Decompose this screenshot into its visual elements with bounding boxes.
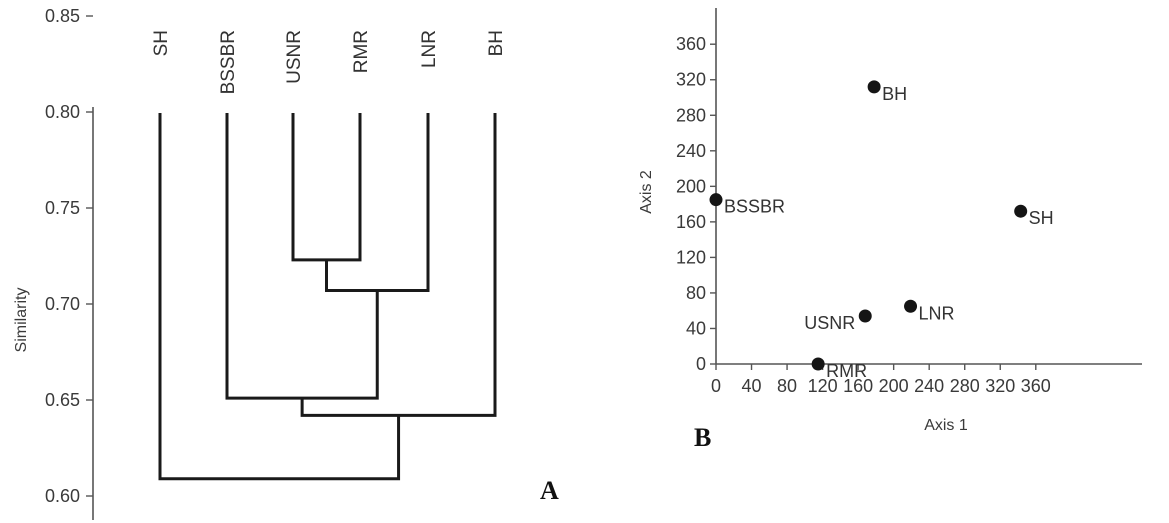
point-label: SH — [1029, 208, 1054, 228]
scatter-x-tick-label: 200 — [879, 376, 909, 396]
point-label: BH — [882, 84, 907, 104]
dendrogram-y-tick-label: 0.60 — [45, 486, 80, 506]
dendrogram-y-tick-label: 0.75 — [45, 198, 80, 218]
scatter-point — [709, 193, 723, 207]
scatter-x-tick-label: 320 — [985, 376, 1015, 396]
scatter-point — [904, 299, 918, 313]
leaf-label: LNR — [419, 30, 440, 68]
scatter-y-tick-label: 120 — [676, 247, 706, 267]
scatter-y-axis-label: Axis 2 — [638, 170, 655, 214]
scatter-point — [1014, 204, 1028, 218]
leaf-label: SH — [151, 30, 172, 56]
dendrogram-panel: 0.950.900.850.800.750.700.650.60 SHBSSBR… — [13, 6, 559, 520]
dendrogram-y-axis-label: Similarity — [13, 288, 30, 353]
scatter-point — [858, 309, 872, 323]
scatter-x-tick-label: 80 — [777, 376, 797, 396]
point-label: LNR — [919, 303, 955, 323]
scatter-x-tick-label: 240 — [914, 376, 944, 396]
scatter-y-tick-label: 280 — [676, 105, 706, 125]
scatter-x-tick-label: 160 — [843, 376, 873, 396]
scatter-point — [811, 357, 825, 371]
scatter-x-tick-label: 0 — [711, 376, 721, 396]
dendrogram-link — [225, 113, 379, 400]
scatter-y-tick-label: 320 — [676, 70, 706, 90]
scatter-point — [867, 80, 881, 94]
scatter-y-tick-label: 80 — [686, 283, 706, 303]
scatter-x-tick-label: 360 — [1021, 376, 1051, 396]
scatter-y-tick-label: 160 — [676, 212, 706, 232]
dendrogram-link — [325, 113, 430, 293]
dendrogram-y-tick-label: 0.85 — [45, 6, 80, 26]
scatter-x-tick-label: 280 — [950, 376, 980, 396]
point-label: RMR — [826, 361, 867, 381]
point-label: USNR — [804, 313, 855, 333]
dendrogram-link — [291, 113, 362, 262]
dendrogram-link — [300, 113, 497, 417]
panel-label-a: A — [540, 476, 559, 505]
dendrogram-y-tick-label: 0.80 — [45, 102, 80, 122]
leaf-label: BH — [486, 30, 507, 56]
scatter-x-tick-label: 40 — [742, 376, 762, 396]
leaf-label: RMR — [351, 30, 372, 73]
scatter-y-tick-label: 360 — [676, 34, 706, 54]
point-label: BSSBR — [724, 197, 785, 217]
scatter-y-tick-label: 40 — [686, 318, 706, 338]
scatter-x-axis-label: Axis 1 — [924, 417, 968, 434]
dendrogram-y-tick-label: 0.70 — [45, 294, 80, 314]
scatter-y-tick-label: 200 — [676, 176, 706, 196]
leaf-label: BSSBR — [218, 30, 239, 94]
panel-label-b: B — [694, 423, 711, 452]
dendrogram-y-tick-label: 0.65 — [45, 390, 80, 410]
scatter-y-tick-label: 240 — [676, 141, 706, 161]
scatter-x-tick-label: 120 — [808, 376, 838, 396]
leaf-label: USNR — [284, 30, 305, 84]
scatter-y-tick-label: 0 — [696, 354, 706, 374]
dendrogram-link — [158, 113, 401, 481]
